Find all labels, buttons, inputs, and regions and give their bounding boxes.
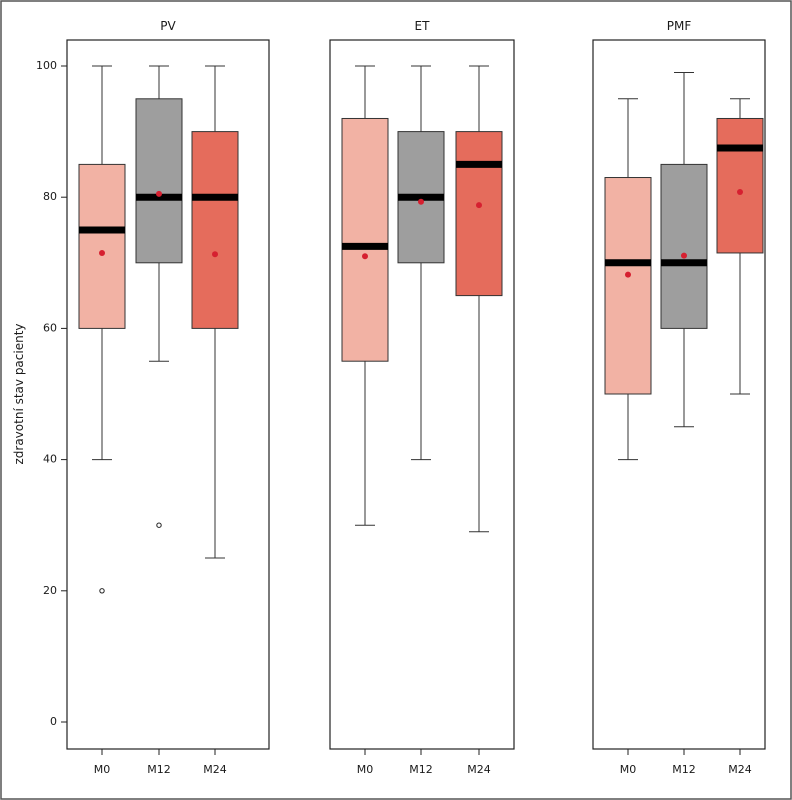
y-tick-label: 60 [43,321,57,334]
panel-frame [329,39,515,750]
panel-frame [66,39,270,750]
iqr-box [341,117,389,362]
iqr-box [191,131,239,329]
mean-point [212,251,218,258]
panels: PV M0 M12 M24 ET M0 M12 M24 PMF M0 M12 M24 [66,19,766,776]
x-tick-label: M24 [728,763,752,776]
box-m0: M0 [604,98,652,776]
y-tick-label: 40 [43,453,57,466]
mean-point [737,188,743,195]
iqr-box [716,117,764,254]
mean-point [99,249,105,256]
x-tick-label: M12 [672,763,696,776]
mean-point [681,252,687,259]
box-m24: M24 [455,65,503,776]
iqr-box [135,98,183,264]
x-tick-label: M0 [94,763,111,776]
y-tick-label: 100 [36,59,57,72]
box-m12: M12 [135,65,183,776]
x-tick-label: M0 [357,763,374,776]
panel-title: ET [415,19,431,33]
panel-frame [592,39,766,750]
x-tick-label: M12 [147,763,171,776]
outlier-point [99,588,105,594]
box-m12: M12 [397,65,445,776]
box-m12: M12 [660,72,708,776]
panel-title: PMF [667,19,692,33]
mean-point [362,253,368,260]
box-m0: M0 [341,65,389,776]
box-m0: M0 [78,65,126,776]
panel-pmf: PMF M0 M12 M24 [592,19,766,776]
y-axis-label: zdravotní stav pacienty [12,323,26,464]
mean-point [625,271,631,278]
panel-title: PV [160,19,176,33]
mean-point [156,190,162,197]
mean-point [476,202,482,209]
x-tick-label: M24 [467,763,491,776]
y-tick-label: 20 [43,584,57,597]
iqr-box [455,131,503,297]
x-tick-label: M0 [620,763,637,776]
x-tick-label: M24 [203,763,227,776]
panel-et: ET M0 M12 M24 [329,19,515,776]
iqr-box [78,163,126,329]
box-m24: M24 [716,98,764,776]
panel-pv: PV M0 M12 M24 [66,19,270,776]
outlier-point [156,522,162,528]
y-tick-label: 80 [43,190,57,203]
iqr-box [660,163,708,329]
y-axis: 0 20 40 60 80 100 [36,59,68,728]
x-tick-label: M12 [409,763,433,776]
mean-point [418,198,424,205]
iqr-box [604,177,652,395]
y-tick-label: 0 [50,715,57,728]
box-m24: M24 [191,65,239,776]
